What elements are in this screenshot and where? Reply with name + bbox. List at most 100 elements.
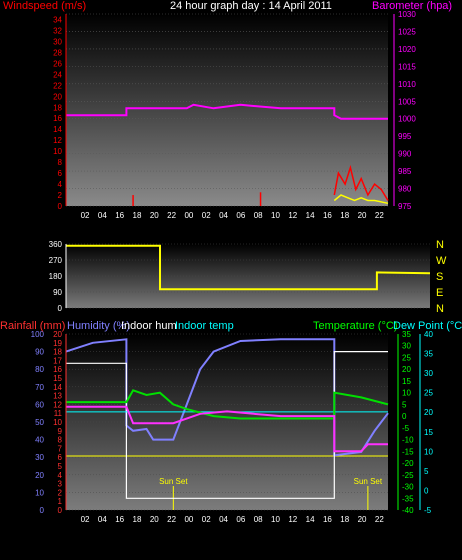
humidity-tick-label: 10 xyxy=(35,488,44,497)
dewpoint-tick-label: 30 xyxy=(424,369,433,378)
rainfall-tick-label: 12 xyxy=(53,400,62,409)
windspeed-tick-label: 8 xyxy=(58,158,63,167)
rainfall-tick-label: 8 xyxy=(58,436,63,445)
top-x-tick-label: 20 xyxy=(150,211,159,220)
windspeed-tick-label: 16 xyxy=(53,114,62,123)
windspeed-tick-label: 4 xyxy=(58,180,63,189)
wind-direction-line xyxy=(66,244,431,291)
humidity-tick-label: 80 xyxy=(35,365,44,374)
bottom-x-tick-label: 08 xyxy=(254,515,263,524)
compass-label: E xyxy=(436,287,443,299)
bottom-x-tick-label: 16 xyxy=(323,515,332,524)
temperature-tick-label: 15 xyxy=(402,377,411,386)
sunset-label: Sun Set xyxy=(354,477,383,486)
temperature-tick-label: -35 xyxy=(402,494,414,503)
top-x-tick-label: 18 xyxy=(340,211,349,220)
windspeed-tick-label: 26 xyxy=(53,59,62,68)
temperature-tick-label: 20 xyxy=(402,365,411,374)
top-x-tick-label: 20 xyxy=(358,211,367,220)
compass-label: W xyxy=(436,255,447,267)
top-x-tick-label: 18 xyxy=(133,211,142,220)
barometer-tick-label: 1020 xyxy=(398,45,416,54)
temperature-line xyxy=(66,389,389,420)
humidity-tick-label: 0 xyxy=(40,506,45,515)
wind-direction-tick-label: 0 xyxy=(58,304,63,313)
rainfall-tick-label: 5 xyxy=(58,462,63,471)
windspeed-tick-label: 30 xyxy=(53,37,62,46)
barometer-tick-label: 995 xyxy=(398,132,412,141)
bottom-x-tick-label: 16 xyxy=(115,515,124,524)
top-x-tick-label: 04 xyxy=(219,211,228,220)
wind-direction-tick-label: 90 xyxy=(53,288,62,297)
humidity-tick-label: 70 xyxy=(35,383,44,392)
dewpoint-tick-label: 25 xyxy=(424,389,433,398)
bottom-x-tick-label: 12 xyxy=(288,515,297,524)
temperature-tick-label: 35 xyxy=(402,330,411,339)
top-x-tick-label: 16 xyxy=(323,211,332,220)
wind-direction-tick-label: 180 xyxy=(49,272,63,281)
bottom-x-tick-label: 22 xyxy=(375,515,384,524)
indoor-hum-legend: Indoor hum xyxy=(121,320,177,332)
rainfall-tick-label: 15 xyxy=(53,374,62,383)
humidity-tick-label: 40 xyxy=(35,436,44,445)
compass-label: N xyxy=(436,239,444,251)
wind-direction-tick-label: 270 xyxy=(49,256,63,265)
barometer-tick-label: 1030 xyxy=(398,10,416,19)
bottom-x-tick-label: 02 xyxy=(81,515,90,524)
barometer-tick-label: 1025 xyxy=(398,27,416,36)
barometer-tick-label: 1000 xyxy=(398,115,416,124)
top-x-tick-label: 12 xyxy=(288,211,297,220)
temperature-tick-label: -10 xyxy=(402,436,414,445)
windspeed-tick-label: 34 xyxy=(53,15,62,24)
dewpoint-tick-label: 40 xyxy=(424,330,433,339)
rainfall-tick-label: 0 xyxy=(58,506,63,515)
top-x-tick-label: 16 xyxy=(115,211,124,220)
humidity-axis-title: Humidity (%) xyxy=(67,320,130,332)
sunset-label: Sun Set xyxy=(159,477,188,486)
indoor-hum-line xyxy=(66,351,388,499)
barometer-tick-label: 975 xyxy=(398,202,412,211)
rainfall-tick-label: 14 xyxy=(53,383,62,392)
bottom-x-tick-label: 04 xyxy=(98,515,107,524)
rainfall-tick-label: 6 xyxy=(58,453,63,462)
dewpoint-tick-label: 10 xyxy=(424,447,433,456)
windspeed-tick-label: 0 xyxy=(58,202,63,211)
rainfall-tick-label: 2 xyxy=(58,488,63,497)
humidity-tick-label: 60 xyxy=(35,400,44,409)
windspeed-axis-title: Windspeed (m/s) xyxy=(3,0,87,12)
dewpoint-tick-label: 0 xyxy=(424,486,429,495)
indoor-temp-legend: Indoor temp xyxy=(175,320,234,332)
dewpoint-tick-label: 20 xyxy=(424,408,433,417)
humidity-tick-label: 90 xyxy=(35,348,44,357)
barometer-line xyxy=(66,103,388,120)
dewpoint-tick-label: -5 xyxy=(424,506,432,515)
bottom-x-tick-label: 06 xyxy=(236,515,245,524)
temperature-tick-label: 30 xyxy=(402,342,411,351)
bottom-x-tick-label: 18 xyxy=(133,515,142,524)
bottom-x-tick-label: 02 xyxy=(202,515,211,524)
chart-title: 24 hour graph day : 14 April 2011 xyxy=(170,0,332,12)
temperature-tick-label: 25 xyxy=(402,353,411,362)
windspeed-gust-line xyxy=(333,164,389,201)
humidity-tick-label: 20 xyxy=(35,471,44,480)
barometer-tick-label: 1005 xyxy=(398,97,416,106)
temperature-tick-label: -40 xyxy=(402,506,414,515)
rainfall-tick-label: 4 xyxy=(58,471,63,480)
windspeed-tick-label: 28 xyxy=(53,48,62,57)
rainfall-tick-label: 17 xyxy=(53,356,62,365)
rainfall-tick-label: 19 xyxy=(53,339,62,348)
bottom-x-tick-label: 20 xyxy=(358,515,367,524)
top-x-tick-label: 00 xyxy=(184,211,193,220)
windspeed-tick-label: 20 xyxy=(53,92,62,101)
windspeed-tick-label: 18 xyxy=(53,103,62,112)
top-panel-bg xyxy=(66,14,388,206)
humidity-tick-label: 30 xyxy=(35,453,44,462)
bottom-x-tick-label: 04 xyxy=(219,515,228,524)
dewpoint-axis-title: Dew Point (°C) xyxy=(393,320,462,332)
temperature-tick-label: -30 xyxy=(402,483,414,492)
barometer-tick-label: 980 xyxy=(398,185,412,194)
bottom-x-tick-label: 10 xyxy=(271,515,280,524)
windspeed-tick-label: 32 xyxy=(53,26,62,35)
windspeed-tick-label: 22 xyxy=(53,81,62,90)
